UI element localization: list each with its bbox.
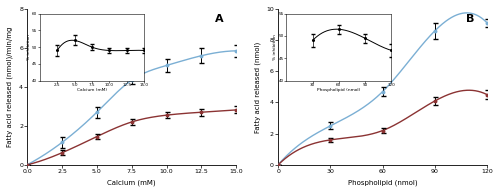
Y-axis label: Fatty acid released (nmol)/min/mg: Fatty acid released (nmol)/min/mg xyxy=(7,27,14,147)
Y-axis label: Fatty acid released (nmol): Fatty acid released (nmol) xyxy=(254,41,260,133)
Text: B: B xyxy=(466,14,474,24)
Text: A: A xyxy=(215,14,224,24)
X-axis label: Phospholipid (nmol): Phospholipid (nmol) xyxy=(348,179,418,186)
X-axis label: Calcium (mM): Calcium (mM) xyxy=(108,179,156,186)
